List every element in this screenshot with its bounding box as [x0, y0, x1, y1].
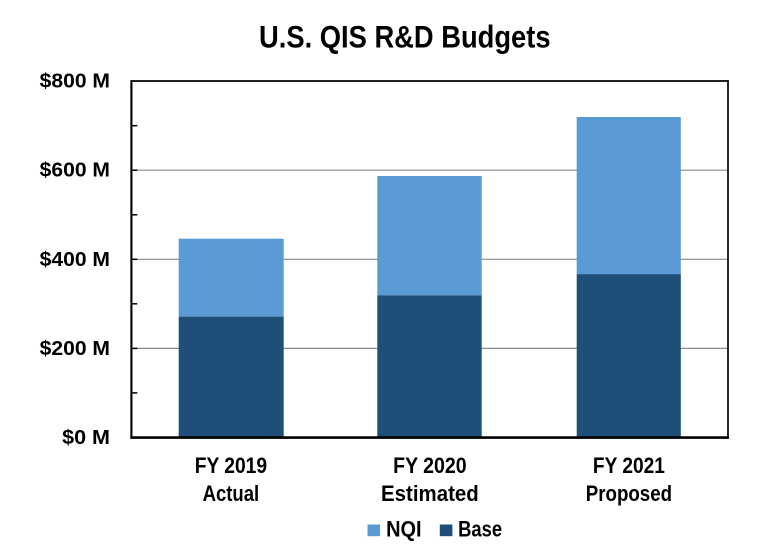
svg-text:Estimated: Estimated	[381, 481, 479, 506]
svg-text:$400 M: $400 M	[40, 249, 110, 271]
svg-text:FY 2019: FY 2019	[195, 453, 267, 478]
svg-text:FY 2020: FY 2020	[393, 453, 467, 478]
svg-text:$600 M: $600 M	[40, 160, 110, 182]
svg-text:$0 M: $0 M	[62, 427, 110, 449]
svg-text:Proposed: Proposed	[586, 481, 672, 506]
svg-text:Base: Base	[458, 517, 502, 542]
svg-text:$800 M: $800 M	[40, 71, 110, 93]
svg-text:$200 M: $200 M	[40, 338, 110, 360]
svg-text:U.S. QIS R&D Budgets: U.S. QIS R&D Budgets	[259, 18, 551, 54]
svg-text:Actual: Actual	[203, 481, 260, 506]
svg-text:FY 2021: FY 2021	[593, 453, 665, 478]
svg-text:NQI: NQI	[386, 517, 422, 542]
